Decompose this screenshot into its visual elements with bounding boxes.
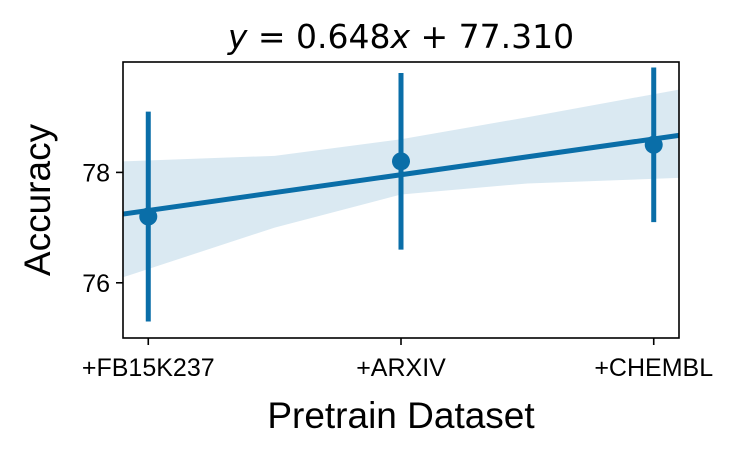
x-tick-label: +FB15K237 — [82, 354, 215, 382]
data-point — [644, 135, 663, 154]
x-tick-label: +ARXIV — [356, 354, 446, 382]
plot-area — [122, 67, 680, 322]
x-tick-label: +CHEMBL — [594, 354, 713, 382]
y-tick-label: 76 — [82, 270, 110, 298]
x-axis-title: Pretrain Dataset — [267, 395, 535, 436]
y-tick-label: 78 — [82, 159, 110, 187]
y-axis-title: Accuracy — [17, 123, 58, 276]
data-point — [139, 207, 158, 226]
chart-title: y = 0.648x + 77.310 — [227, 17, 574, 56]
axes: 76 78 +FB15K237 +ARXIV +CHEMBL — [82, 159, 713, 382]
data-point — [392, 152, 410, 171]
